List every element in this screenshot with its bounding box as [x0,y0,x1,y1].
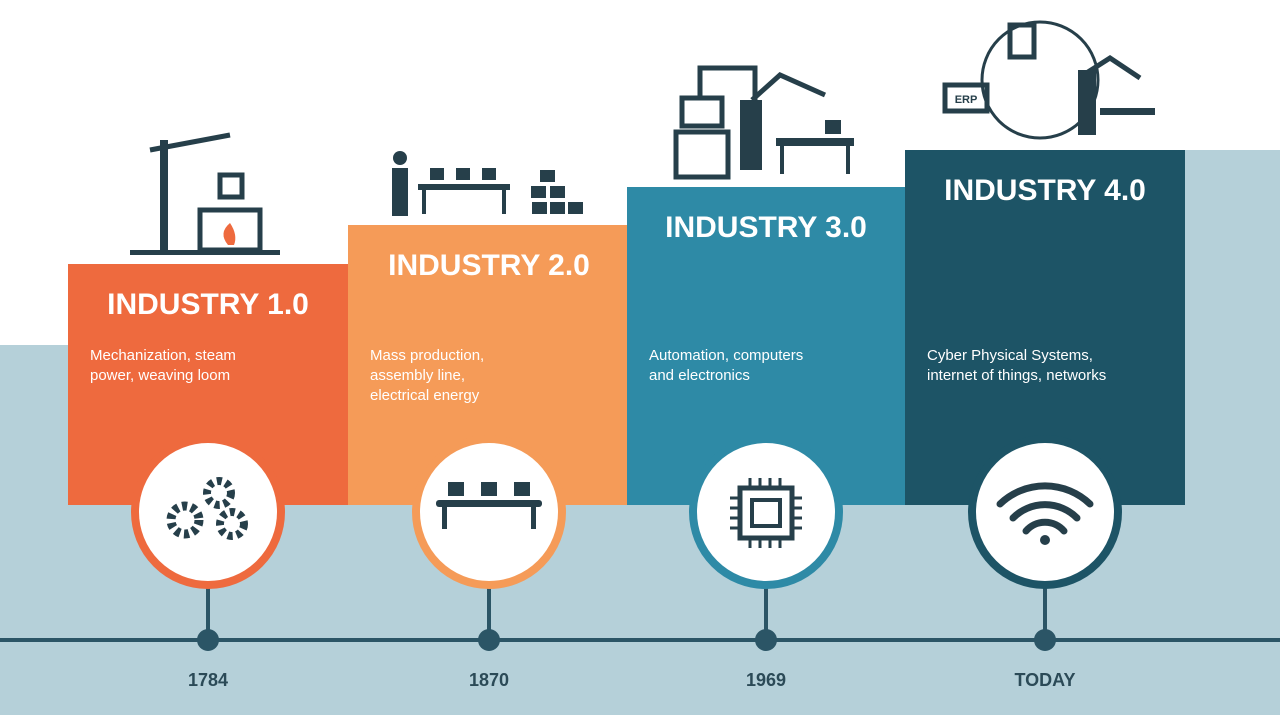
stage-year: 1969 [746,670,786,690]
steam-engine-illustration [130,132,280,255]
stage-description: Cyber Physical Systems, [927,347,1093,364]
stage-year: TODAY [1014,670,1075,690]
icon-circle [968,435,1122,589]
stage-description: assembly line, [370,367,465,384]
stage-title: INDUSTRY 3.0 [665,211,867,244]
wifi-icon [996,482,1094,545]
icon-circle [412,435,566,589]
assembly-illustration [392,151,583,216]
stage-year: 1870 [469,670,509,690]
stage-title: INDUSTRY 2.0 [388,249,590,282]
stage-description: and electronics [649,367,750,384]
erp-label: ERP [955,94,978,106]
stage-description: Mechanization, steam [90,347,236,364]
stage-description: electrical energy [370,387,480,404]
stage-title: INDUSTRY 4.0 [944,174,1146,207]
background-band [1185,150,1280,350]
timeline-dots [197,629,1056,651]
stage-texts: INDUSTRY 1.0 Mechanization, steam power, w… [90,174,1146,690]
iot-illustration: ERP [942,20,1155,140]
chip-icon [730,478,802,548]
stage-year: 1784 [188,670,228,690]
robot-arm-illustration [673,65,854,180]
icon-circle [131,435,285,589]
stage-title: INDUSTRY 1.0 [107,288,309,321]
stage-description: power, weaving loom [90,367,230,384]
icon-circle [689,435,843,589]
stage-description: internet of things, networks [927,367,1106,384]
stage-description: Automation, computers [649,347,803,364]
conveyor-icon [436,482,542,529]
stage-description: Mass production, [370,347,484,364]
gears-icon [166,477,248,540]
